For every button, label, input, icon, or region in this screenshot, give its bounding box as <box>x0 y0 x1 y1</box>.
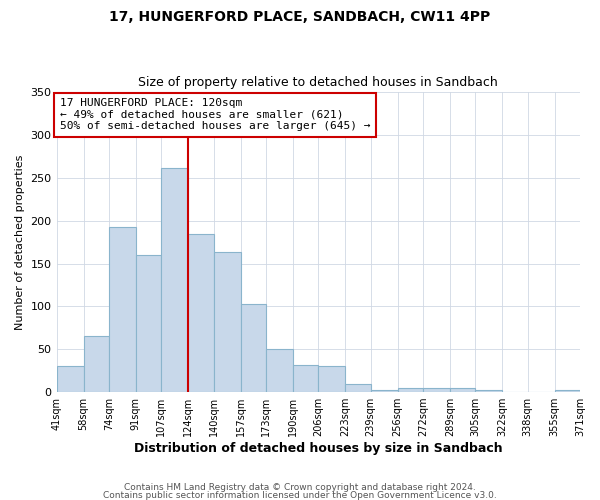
Bar <box>318 366 345 392</box>
Bar <box>345 384 371 392</box>
Bar <box>109 226 136 392</box>
Y-axis label: Number of detached properties: Number of detached properties <box>15 154 25 330</box>
Bar <box>161 168 188 392</box>
Bar <box>56 366 83 392</box>
Text: 17 HUNGERFORD PLACE: 120sqm
← 49% of detached houses are smaller (621)
50% of se: 17 HUNGERFORD PLACE: 120sqm ← 49% of det… <box>60 98 370 132</box>
Bar <box>398 388 423 392</box>
Bar <box>83 336 109 392</box>
Bar <box>423 388 450 392</box>
Bar <box>554 390 580 392</box>
Bar <box>475 390 502 392</box>
Bar <box>450 388 475 392</box>
X-axis label: Distribution of detached houses by size in Sandbach: Distribution of detached houses by size … <box>134 442 503 455</box>
Text: Contains public sector information licensed under the Open Government Licence v3: Contains public sector information licen… <box>103 490 497 500</box>
Bar <box>136 255 161 392</box>
Bar <box>241 304 266 392</box>
Bar <box>188 234 214 392</box>
Text: 17, HUNGERFORD PLACE, SANDBACH, CW11 4PP: 17, HUNGERFORD PLACE, SANDBACH, CW11 4PP <box>109 10 491 24</box>
Bar <box>371 390 398 392</box>
Title: Size of property relative to detached houses in Sandbach: Size of property relative to detached ho… <box>139 76 498 90</box>
Bar <box>214 252 241 392</box>
Bar <box>266 349 293 392</box>
Bar <box>293 364 318 392</box>
Text: Contains HM Land Registry data © Crown copyright and database right 2024.: Contains HM Land Registry data © Crown c… <box>124 484 476 492</box>
